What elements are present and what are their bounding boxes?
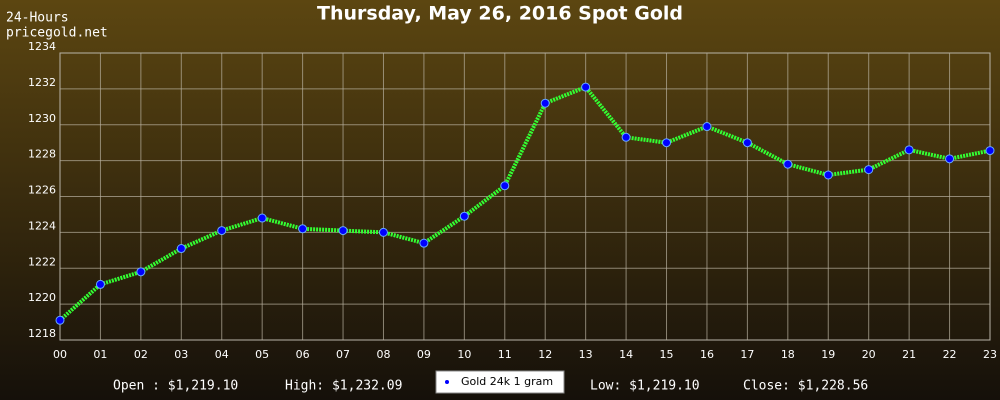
annotation: High: $1,232.09 bbox=[285, 379, 402, 394]
x-tick-label: 03 bbox=[174, 348, 188, 361]
x-tick-label: 05 bbox=[255, 348, 269, 361]
x-tick-label: 08 bbox=[376, 348, 390, 361]
subtitle: pricegold.net bbox=[6, 26, 108, 41]
chart-title: Thursday, May 26, 2016 Spot Gold bbox=[317, 3, 683, 25]
x-tick-label: 16 bbox=[700, 348, 714, 361]
marker bbox=[945, 154, 955, 164]
x-tick-label: 06 bbox=[296, 348, 310, 361]
x-tick-label: 23 bbox=[983, 348, 997, 361]
legend-label: Gold 24k 1 gram bbox=[461, 375, 553, 388]
marker bbox=[904, 145, 914, 155]
x-tick-label: 10 bbox=[457, 348, 471, 361]
annotation: Low: $1,219.10 bbox=[590, 379, 700, 394]
marker bbox=[459, 211, 469, 221]
line bbox=[58, 84, 991, 322]
legend-marker bbox=[445, 380, 449, 384]
x-tick-label: 15 bbox=[660, 348, 674, 361]
marker bbox=[985, 146, 995, 156]
legend: Gold 24k 1 gram bbox=[435, 370, 565, 394]
marker bbox=[783, 159, 793, 169]
annotation: Open : $1,219.10 bbox=[113, 379, 238, 394]
marker bbox=[500, 181, 510, 191]
y-tick-label: 1222 bbox=[28, 255, 56, 268]
y-tick-label: 1224 bbox=[28, 219, 56, 232]
x-tick-label: 17 bbox=[740, 348, 754, 361]
marker bbox=[338, 226, 348, 236]
y-tick-label: 1218 bbox=[28, 327, 56, 340]
x-tick-label: 11 bbox=[498, 348, 512, 361]
y-tick-label: 1220 bbox=[28, 291, 56, 304]
x-tick-label: 18 bbox=[781, 348, 795, 361]
marker bbox=[581, 82, 591, 92]
x-tick-label: 20 bbox=[862, 348, 876, 361]
y-tick-label: 1234 bbox=[28, 40, 56, 53]
marker bbox=[55, 315, 65, 325]
marker bbox=[419, 238, 429, 248]
marker bbox=[864, 165, 874, 175]
x-tick-label: 21 bbox=[902, 348, 916, 361]
marker bbox=[662, 138, 672, 148]
marker bbox=[136, 267, 146, 277]
marker bbox=[257, 213, 267, 223]
x-tick-label: 07 bbox=[336, 348, 350, 361]
marker bbox=[217, 226, 227, 236]
marker bbox=[823, 170, 833, 180]
subtitle: 24-Hours bbox=[6, 11, 69, 26]
y-tick-label: 1230 bbox=[28, 112, 56, 125]
x-tick-label: 01 bbox=[93, 348, 107, 361]
marker bbox=[95, 279, 105, 289]
marker bbox=[621, 132, 631, 142]
marker bbox=[742, 138, 752, 148]
y-tick-label: 1226 bbox=[28, 184, 56, 197]
y-tick-label: 1228 bbox=[28, 148, 56, 161]
legend-box bbox=[435, 370, 565, 394]
annotation: Close: $1,228.56 bbox=[743, 379, 868, 394]
marker bbox=[298, 224, 308, 234]
marker bbox=[540, 98, 550, 108]
x-tick-label: 02 bbox=[134, 348, 148, 361]
x-tick-label: 09 bbox=[417, 348, 431, 361]
x-tick-label: 13 bbox=[579, 348, 593, 361]
x-tick-label: 14 bbox=[619, 348, 633, 361]
marker bbox=[702, 122, 712, 132]
x-tick-label: 22 bbox=[943, 348, 957, 361]
x-tick-label: 00 bbox=[53, 348, 67, 361]
marker bbox=[378, 227, 388, 237]
x-tick-label: 19 bbox=[821, 348, 835, 361]
y-tick-label: 1232 bbox=[28, 76, 56, 89]
x-tick-label: 12 bbox=[538, 348, 552, 361]
marker bbox=[176, 244, 186, 254]
x-tick-label: 04 bbox=[215, 348, 229, 361]
